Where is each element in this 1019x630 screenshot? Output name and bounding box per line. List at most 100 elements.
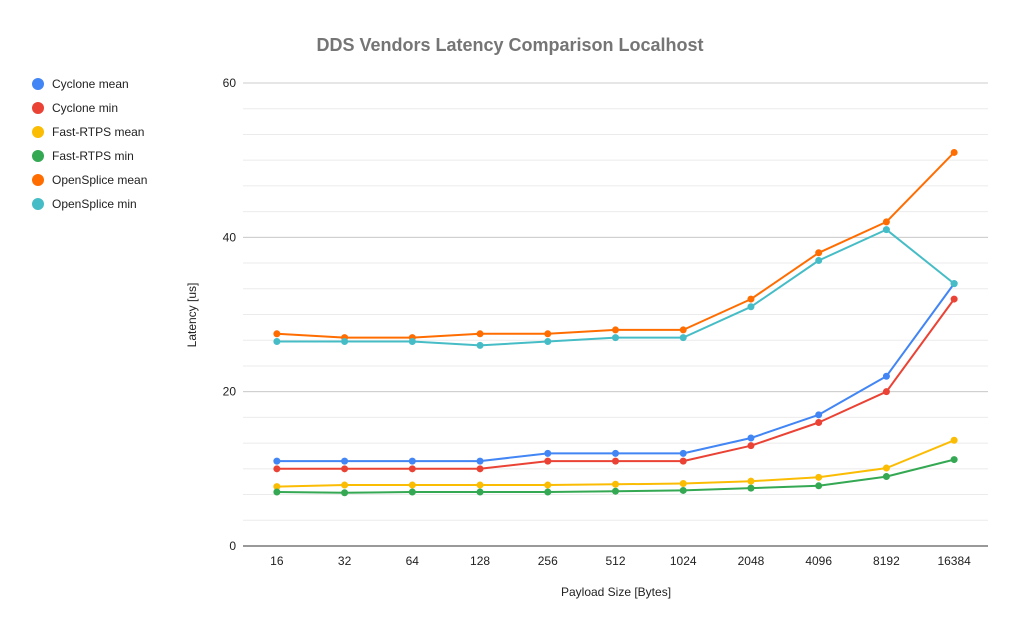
legend-item-fast-rtps-mean: Fast-RTPS mean [32,125,144,139]
data-point-cyclone-mean [612,449,619,457]
legend-item-opensplice-mean: OpenSplice mean [32,173,147,187]
x-tick-label: 2048 [738,554,765,568]
chart-title: DDS Vendors Latency Comparison Localhost [316,35,703,55]
legend-swatch [32,150,44,162]
data-point-fast-rtps-min [408,488,416,496]
data-point-cyclone-mean [476,457,484,465]
x-axis-title: Payload Size [Bytes] [561,585,671,599]
data-point-fast-rtps-mean [679,479,687,487]
data-point-fast-rtps-mean [341,481,349,489]
data-point-cyclone-min [815,419,823,427]
x-tick-label: 4096 [805,554,832,568]
data-point-fast-rtps-min [882,473,890,481]
x-tick-label: 16 [270,554,284,568]
legend-swatch [32,78,44,90]
data-point-opensplice-mean [950,148,958,156]
data-point-opensplice-mean [476,330,484,338]
data-point-fast-rtps-mean [882,464,890,472]
data-point-opensplice-mean [815,249,823,257]
data-point-opensplice-min [815,256,823,264]
data-point-opensplice-mean [273,330,281,338]
legend-label: Fast-RTPS min [52,149,134,163]
data-point-fast-rtps-mean [273,483,281,491]
data-point-fast-rtps-mean [544,481,552,489]
legend-label: Cyclone mean [52,77,129,91]
legend-label: OpenSplice min [52,197,137,211]
x-tick-label: 1024 [670,554,697,568]
y-tick-label: 0 [229,539,236,553]
data-point-fast-rtps-min [679,486,687,494]
legend-swatch [32,198,44,210]
legend-label: OpenSplice mean [52,173,147,187]
legend-item-opensplice-min: OpenSplice min [32,197,137,211]
data-point-cyclone-mean [882,372,890,380]
data-point-opensplice-mean [679,326,687,334]
data-point-opensplice-min [679,334,687,342]
data-point-cyclone-min [476,465,484,473]
data-point-opensplice-mean [882,218,890,226]
series-cyclone-mean [273,280,958,465]
y-tick-label: 40 [223,230,237,244]
x-tick-label: 8192 [873,554,900,568]
data-point-opensplice-mean [544,330,552,338]
data-point-cyclone-mean [747,434,755,442]
data-point-cyclone-min [679,457,687,465]
legend: Cyclone mean Cyclone min Fast-RTPS mean Fas… [32,77,147,211]
data-point-fast-rtps-mean [747,477,755,485]
data-point-cyclone-mean [544,449,552,457]
data-point-fast-rtps-mean [815,473,823,481]
data-point-cyclone-min [950,295,958,303]
data-point-opensplice-min [882,226,890,234]
data-point-opensplice-min [476,341,484,349]
x-tick-label: 32 [338,554,352,568]
series-line-cyclone-mean [276,283,955,463]
y-tick-label: 60 [223,76,237,90]
data-point-cyclone-mean [408,457,416,465]
legend-swatch [32,102,44,114]
data-point-cyclone-min [408,465,416,473]
data-point-fast-rtps-min [815,482,823,490]
data-point-fast-rtps-min [612,487,619,495]
data-point-opensplice-min [273,338,281,346]
data-point-opensplice-min [747,303,755,311]
legend-label: Fast-RTPS mean [52,125,144,139]
series-cyclone-min [273,295,958,473]
data-point-opensplice-min [408,338,416,346]
y-axis-ticks: 0 20 40 60 [223,76,237,553]
x-tick-label: 256 [538,554,558,568]
legend-swatch [32,174,44,186]
x-tick-label: 512 [605,554,625,568]
legend-item-cyclone-mean: Cyclone mean [32,77,129,91]
data-point-cyclone-min [544,457,552,465]
legend-item-cyclone-min: Cyclone min [32,101,118,115]
data-point-fast-rtps-min [476,488,484,496]
data-point-fast-rtps-mean [950,436,958,444]
data-point-opensplice-min [544,338,552,346]
data-point-cyclone-mean [815,411,823,419]
series-fast-rtps-min [273,456,958,497]
data-point-opensplice-mean [747,295,755,303]
data-point-cyclone-min [341,465,349,473]
data-point-opensplice-min [341,338,349,346]
data-point-cyclone-min [273,465,281,473]
data-point-fast-rtps-mean [612,480,619,488]
data-point-cyclone-min [747,442,755,450]
data-point-fast-rtps-mean [476,481,484,489]
y-axis-title: Latency [us] [185,283,199,348]
data-point-cyclone-mean [679,449,687,457]
data-point-opensplice-min [950,280,958,288]
data-point-fast-rtps-min [544,488,552,496]
series-opensplice-mean [273,148,958,342]
series-lines [273,148,958,497]
x-tick-label: 128 [470,554,490,568]
legend-swatch [32,126,44,138]
x-tick-label: 64 [406,554,420,568]
data-point-opensplice-mean [612,326,619,334]
data-point-fast-rtps-mean [408,481,416,489]
x-axis-ticks: 16 32 64 128 256 512 1024 2048 4096 8192 16384 [270,554,971,568]
data-point-fast-rtps-min [747,484,755,492]
data-point-cyclone-min [612,457,619,465]
data-point-fast-rtps-min [273,488,281,496]
legend-item-fast-rtps-min: Fast-RTPS min [32,149,134,163]
